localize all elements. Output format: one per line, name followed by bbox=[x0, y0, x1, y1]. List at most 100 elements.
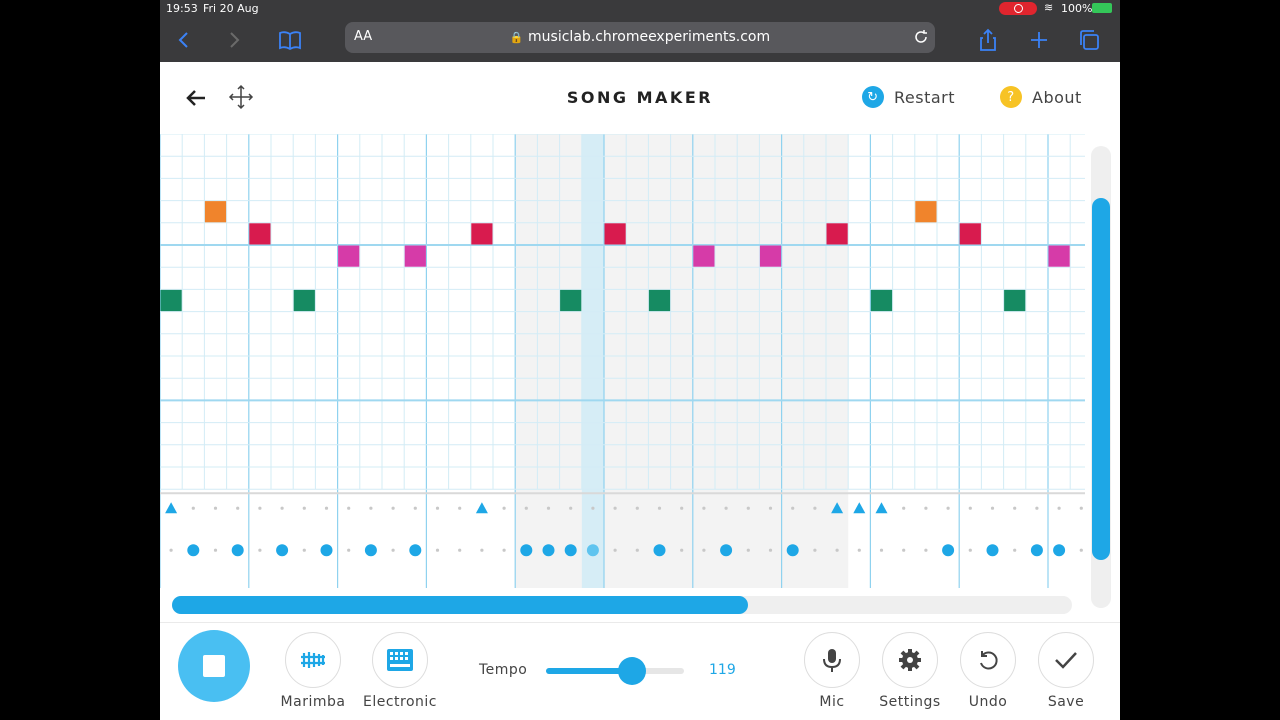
melody-note bbox=[759, 245, 782, 267]
horizontal-scroll-thumb[interactable] bbox=[172, 596, 748, 614]
rhythm-empty-dot bbox=[902, 548, 906, 552]
rhythm-triangle bbox=[165, 502, 178, 514]
wifi-icon: ≋ bbox=[1044, 1, 1054, 14]
rhythm-instrument-label: Electronic bbox=[362, 694, 437, 710]
battery-percent: 100% bbox=[1061, 2, 1093, 15]
undo-label: Undo bbox=[968, 694, 1008, 710]
rhythm-circle bbox=[586, 544, 599, 557]
share-icon[interactable] bbox=[974, 26, 1002, 54]
melody-note bbox=[959, 223, 981, 245]
song-maker-app: SONG MAKER ↻ Restart ? About Marimba Ele… bbox=[160, 62, 1120, 720]
restart-icon: ↻ bbox=[862, 86, 884, 108]
melody-note bbox=[338, 245, 360, 267]
rhythm-empty-dot bbox=[657, 506, 662, 510]
melody-note bbox=[560, 289, 582, 312]
tempo-knob[interactable] bbox=[617, 657, 646, 685]
page-title: SONG MAKER bbox=[566, 88, 714, 107]
melody-note bbox=[404, 245, 426, 267]
rhythm-circle bbox=[320, 544, 333, 557]
horizontal-scrollbar[interactable] bbox=[172, 596, 1072, 614]
back-icon[interactable] bbox=[170, 26, 198, 54]
url-text[interactable]: musiclab.chromeexperiments.com bbox=[528, 29, 771, 45]
bookmarks-icon[interactable] bbox=[276, 26, 304, 54]
rhythm-empty-dot bbox=[258, 506, 262, 510]
rhythm-empty-dot bbox=[213, 506, 218, 510]
rhythm-instrument-button[interactable]: Electronic bbox=[360, 632, 440, 710]
address-bar[interactable]: AA 🔒 musiclab.chromeexperiments.com bbox=[345, 22, 935, 53]
vertical-scroll-thumb[interactable] bbox=[1092, 198, 1110, 560]
rhythm-empty-dot bbox=[613, 506, 617, 510]
tabs-icon[interactable] bbox=[1076, 26, 1104, 54]
rhythm-empty-dot bbox=[569, 506, 573, 510]
rhythm-empty-dot bbox=[746, 506, 750, 510]
melody-note bbox=[648, 289, 671, 312]
sequencer-grid[interactable] bbox=[160, 134, 1085, 588]
rhythm-empty-dot bbox=[680, 506, 684, 510]
rhythm-empty-dot bbox=[347, 548, 351, 552]
device-status-bar: 19:53 Fri 20 Aug ≋ 100% bbox=[160, 0, 1120, 18]
rhythm-empty-dot bbox=[746, 548, 750, 552]
rhythm-empty-dot bbox=[724, 506, 728, 510]
rhythm-empty-dot bbox=[502, 548, 506, 552]
rhythm-circle bbox=[986, 544, 999, 557]
melody-instrument-button[interactable]: Marimba bbox=[273, 632, 353, 710]
rhythm-empty-dot bbox=[924, 506, 928, 510]
rhythm-empty-dot bbox=[924, 548, 928, 552]
melody-note bbox=[471, 223, 493, 245]
melody-note bbox=[604, 223, 626, 245]
rhythm-empty-dot bbox=[502, 506, 506, 510]
tempo-fill bbox=[546, 668, 632, 674]
new-tab-icon[interactable] bbox=[1025, 26, 1053, 54]
rhythm-empty-dot bbox=[280, 506, 284, 510]
rhythm-circle bbox=[786, 544, 799, 557]
shaded-section bbox=[515, 134, 849, 588]
rhythm-empty-dot bbox=[458, 548, 462, 552]
rhythm-circle bbox=[520, 544, 533, 557]
rhythm-circle bbox=[1053, 544, 1066, 557]
forward-icon[interactable] bbox=[220, 26, 248, 54]
rhythm-empty-dot bbox=[480, 548, 484, 552]
rhythm-circle bbox=[942, 544, 955, 557]
status-time: 19:53 bbox=[166, 2, 198, 15]
rhythm-circle bbox=[564, 544, 577, 557]
mic-icon bbox=[823, 649, 841, 672]
text-size-button[interactable]: AA bbox=[354, 29, 373, 44]
rhythm-empty-dot bbox=[902, 506, 906, 510]
rhythm-circle bbox=[187, 544, 200, 557]
mic-button[interactable]: Mic bbox=[792, 632, 872, 710]
vertical-scrollbar[interactable] bbox=[1091, 146, 1111, 608]
rhythm-empty-dot bbox=[680, 548, 684, 552]
melody-note bbox=[915, 201, 937, 223]
melody-note bbox=[1004, 289, 1026, 312]
gear-icon bbox=[899, 649, 921, 671]
footer-divider bbox=[160, 622, 1120, 623]
electronic-icon bbox=[387, 649, 413, 671]
tempo-slider[interactable] bbox=[546, 657, 684, 685]
rhythm-empty-dot bbox=[1057, 506, 1061, 510]
rhythm-empty-dot bbox=[946, 506, 950, 510]
screen-record-icon bbox=[999, 2, 1037, 15]
reload-icon[interactable] bbox=[913, 29, 929, 45]
rhythm-empty-dot bbox=[302, 506, 306, 510]
rhythm-circle bbox=[653, 544, 666, 557]
melody-note bbox=[693, 245, 715, 267]
move-icon[interactable] bbox=[228, 84, 254, 110]
back-arrow-icon[interactable] bbox=[184, 86, 208, 110]
mic-label: Mic bbox=[819, 694, 845, 710]
tempo-label: Tempo bbox=[479, 662, 528, 678]
rhythm-triangle bbox=[475, 502, 488, 514]
rhythm-circle bbox=[542, 544, 555, 557]
melody-note bbox=[249, 223, 271, 245]
undo-button[interactable]: Undo bbox=[948, 632, 1028, 710]
about-button[interactable]: ? About bbox=[1000, 86, 1082, 108]
restart-button[interactable]: ↻ Restart bbox=[862, 86, 955, 108]
save-button[interactable]: Save bbox=[1026, 632, 1106, 710]
settings-button[interactable]: Settings bbox=[870, 632, 950, 710]
rhythm-empty-dot bbox=[1013, 506, 1017, 510]
browser-toolbar: AA 🔒 musiclab.chromeexperiments.com bbox=[160, 18, 1120, 62]
melody-note bbox=[160, 289, 182, 312]
battery-icon bbox=[1092, 3, 1112, 13]
stop-button[interactable] bbox=[178, 630, 250, 702]
rhythm-empty-dot bbox=[435, 548, 440, 552]
rhythm-triangle bbox=[831, 502, 844, 514]
